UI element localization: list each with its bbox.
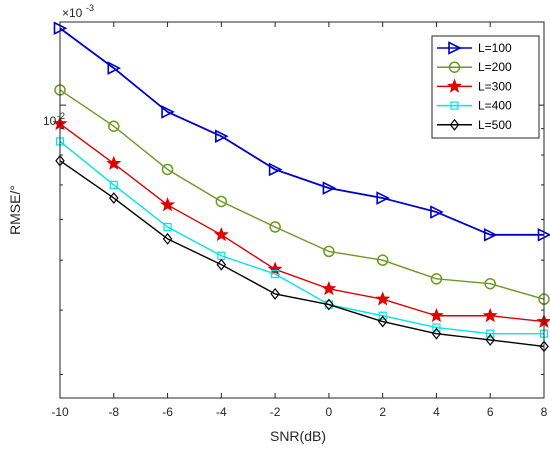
data-point (269, 221, 281, 233)
data-point (215, 129, 229, 144)
data-point (161, 105, 175, 119)
data-point (161, 163, 174, 176)
series-L=100 (53, 21, 550, 242)
legend-marker (449, 118, 460, 131)
x-tick-label: -6 (162, 405, 173, 419)
data-point (322, 181, 337, 195)
data-point (483, 228, 498, 242)
x-tick-label: -8 (108, 405, 119, 419)
data-point (163, 222, 172, 232)
data-point (377, 315, 388, 328)
data-point (106, 155, 122, 170)
series-line (59, 160, 545, 348)
series-line (59, 27, 544, 236)
legend: L=100 L=200 L=300 L=400 L=500 (431, 35, 540, 139)
legend-marker (448, 61, 461, 73)
legend-label: L=500 (478, 118, 512, 132)
series-line (59, 140, 544, 335)
data-point (324, 298, 334, 311)
data-point (430, 205, 444, 219)
x-tick-label: -4 (216, 405, 227, 419)
data-point (485, 333, 495, 346)
axes-frame (59, 21, 545, 399)
data-point (378, 311, 387, 320)
data-point (321, 280, 337, 296)
data-point (271, 269, 280, 279)
series-L=500 (55, 154, 549, 353)
x-tick-label: 4 (433, 405, 440, 419)
data-point (216, 258, 227, 271)
legend-label: L=300 (478, 79, 512, 93)
data-point (430, 273, 443, 285)
data-point (109, 192, 119, 205)
legend-label: L=400 (478, 99, 512, 113)
x-tick-label: 6 (487, 405, 494, 419)
series-layer (52, 21, 550, 353)
data-point (213, 226, 229, 242)
series-line (59, 89, 545, 300)
axes-layer: -10 -8 -6 -4 -2 0 2 4 6 8 (51, 21, 548, 419)
y-axis-label: RMSE/° (7, 185, 23, 235)
data-point (107, 61, 122, 75)
data-point (323, 245, 335, 258)
x-tick-label: 0 (326, 405, 333, 419)
y-exponent-power: -3 (86, 3, 94, 13)
legend-marker (450, 101, 459, 110)
legend-marker (448, 41, 462, 55)
data-point (484, 277, 496, 290)
x-axis-label: SNR(dB) (270, 428, 326, 444)
x-tick-label: 2 (379, 405, 386, 419)
data-point (108, 120, 120, 132)
series-line (59, 123, 545, 323)
x-tick-label: -10 (51, 405, 69, 419)
data-point (431, 327, 442, 340)
y-tick-label-base: 10 (43, 114, 57, 128)
x-tick-label: -2 (270, 405, 281, 419)
y-tick-label-group: 10 -2 (43, 111, 65, 128)
data-point (215, 195, 228, 208)
legend-label: L=200 (478, 60, 512, 74)
legend-marker (447, 78, 462, 93)
data-point (267, 261, 283, 276)
y-exponent-label: ×10 -3 (62, 3, 94, 20)
data-point (160, 197, 176, 212)
data-point (109, 180, 118, 189)
data-point (482, 307, 498, 323)
series-L=200 (54, 84, 550, 305)
data-point (162, 232, 173, 245)
data-point (375, 291, 391, 306)
x-tick-label: 8 (541, 405, 548, 419)
data-point (486, 329, 495, 338)
y-exponent-base: ×10 (62, 6, 83, 20)
data-point (376, 254, 389, 266)
y-tick-label-exponent: -2 (57, 111, 65, 121)
legend-label: L=100 (478, 41, 512, 55)
data-point (376, 191, 390, 205)
data-point (428, 307, 444, 323)
data-point (270, 287, 280, 300)
data-point (432, 323, 441, 332)
data-point (268, 162, 283, 177)
